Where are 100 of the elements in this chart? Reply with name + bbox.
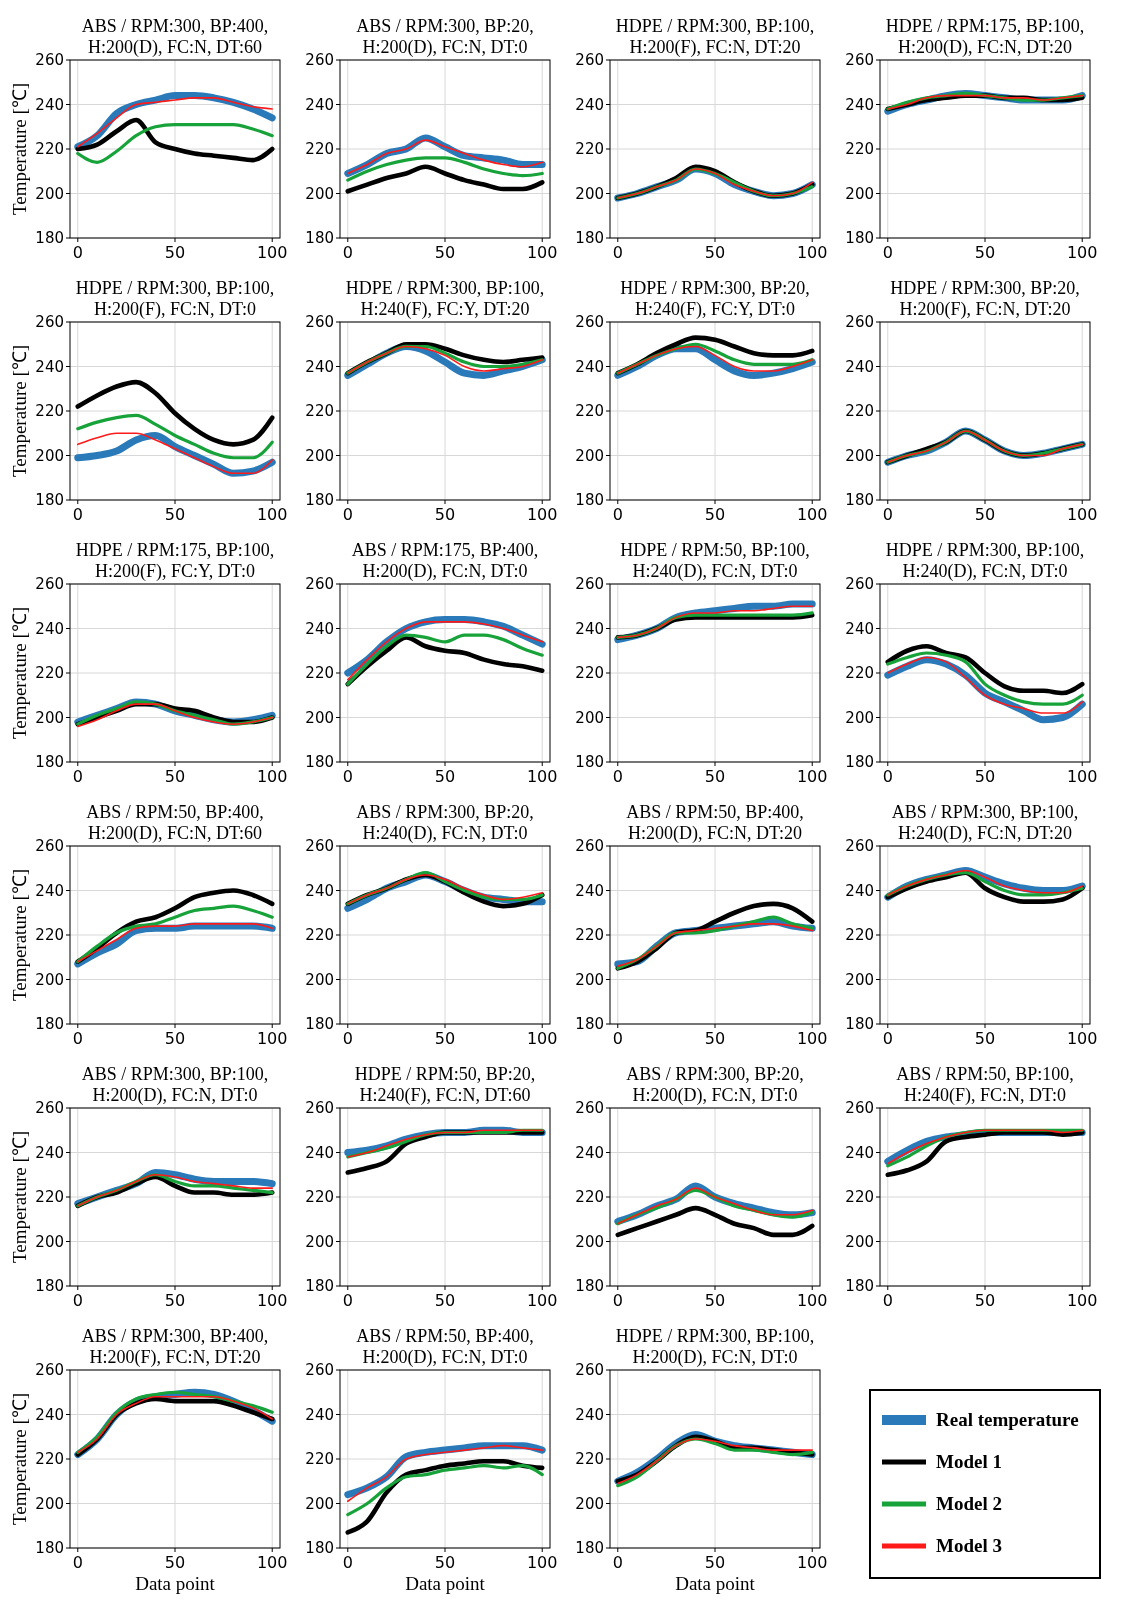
- x-tick-label: 0: [882, 767, 893, 786]
- y-axis-title: Temperature [℃]: [9, 82, 30, 216]
- x-tick-label: 0: [72, 1553, 83, 1572]
- y-tick-label: 260: [575, 313, 604, 331]
- y-tick-label: 260: [35, 575, 64, 593]
- y-tick-label: 220: [575, 926, 604, 944]
- chart-title: ABS / RPM:300, BP:20, H:200(D), FC:N, DT:0: [626, 1064, 804, 1106]
- y-axis-title: Temperature [℃]: [9, 1130, 30, 1264]
- chart-title: HDPE / RPM:175, BP:100, H:200(F), FC:Y, DT:0: [75, 540, 275, 582]
- y-tick-label: 180: [575, 229, 604, 247]
- y-tick-label: 240: [305, 1143, 334, 1162]
- y-tick-label: 240: [575, 619, 604, 638]
- y-tick-label: 220: [305, 664, 334, 682]
- y-tick-label: 220: [845, 664, 874, 682]
- chart-title: HDPE / RPM:50, BP:100, H:240(D), FC:N, DT:0: [620, 540, 810, 582]
- x-tick-label: 0: [342, 767, 353, 786]
- x-tick-label: 0: [342, 1291, 353, 1310]
- x-tick-label: 0: [612, 1291, 623, 1310]
- legend-label: Model 1: [936, 1451, 1002, 1472]
- y-tick-label: 180: [35, 1539, 64, 1557]
- y-tick-label: 220: [305, 1450, 334, 1468]
- y-tick-label: 220: [35, 926, 64, 944]
- x-tick-label: 0: [612, 243, 623, 262]
- y-tick-label: 240: [305, 619, 334, 638]
- x-tick-label: 50: [164, 1553, 186, 1572]
- y-tick-label: 240: [35, 357, 64, 376]
- x-tick-label: 100: [796, 1553, 828, 1572]
- y-tick-label: 260: [575, 575, 604, 593]
- y-tick-label: 200: [575, 184, 604, 203]
- chart-title: HDPE / RPM:300, BP:100, H:200(D), FC:N, DT:0: [615, 1326, 815, 1368]
- y-tick-label: 240: [845, 1143, 874, 1162]
- y-tick-label: 180: [305, 1277, 334, 1295]
- x-tick-label: 0: [72, 243, 83, 262]
- y-tick-label: 240: [305, 95, 334, 114]
- y-tick-label: 220: [305, 1188, 334, 1206]
- y-tick-label: 260: [575, 1099, 604, 1117]
- y-tick-label: 240: [305, 1405, 334, 1424]
- y-tick-label: 180: [305, 1015, 334, 1033]
- x-tick-label: 50: [704, 1553, 726, 1572]
- y-tick-label: 200: [845, 708, 874, 727]
- y-tick-label: 260: [305, 837, 334, 855]
- x-tick-label: 100: [796, 1029, 828, 1048]
- chart-title: ABS / RPM:300, BP:20, H:240(D), FC:N, DT:0: [356, 802, 534, 844]
- x-tick-label: 100: [256, 767, 288, 786]
- x-tick-label: 50: [164, 505, 186, 524]
- x-tick-label: 50: [704, 243, 726, 262]
- y-tick-label: 220: [305, 140, 334, 158]
- y-tick-label: 200: [35, 1494, 64, 1513]
- y-tick-label: 200: [575, 708, 604, 727]
- x-tick-label: 50: [164, 1291, 186, 1310]
- x-tick-label: 100: [1066, 243, 1098, 262]
- y-tick-label: 240: [35, 95, 64, 114]
- y-tick-label: 260: [575, 51, 604, 69]
- x-tick-label: 100: [256, 1553, 288, 1572]
- y-tick-label: 180: [35, 1277, 64, 1295]
- y-tick-label: 200: [575, 1494, 604, 1513]
- y-tick-label: 180: [305, 229, 334, 247]
- chart-title: ABS / RPM:50, BP:100, H:240(F), FC:N, DT:0: [896, 1064, 1074, 1106]
- legend-label: Real temperature: [936, 1409, 1079, 1430]
- y-tick-label: 260: [35, 1099, 64, 1117]
- y-tick-label: 260: [305, 1361, 334, 1379]
- y-tick-label: 240: [305, 357, 334, 376]
- y-tick-label: 180: [575, 1015, 604, 1033]
- y-tick-label: 200: [35, 1232, 64, 1251]
- legend-label: Model 3: [936, 1535, 1002, 1556]
- y-tick-label: 180: [35, 229, 64, 247]
- y-tick-label: 220: [575, 402, 604, 420]
- x-tick-label: 50: [434, 1291, 456, 1310]
- y-tick-label: 180: [575, 1277, 604, 1295]
- x-tick-label: 50: [974, 1029, 996, 1048]
- y-tick-label: 180: [575, 1539, 604, 1557]
- y-tick-label: 240: [845, 95, 874, 114]
- x-tick-label: 50: [704, 1029, 726, 1048]
- y-tick-label: 260: [575, 837, 604, 855]
- y-axis-title: Temperature [℃]: [9, 1392, 30, 1526]
- y-tick-label: 220: [845, 1188, 874, 1206]
- y-tick-label: 240: [575, 1405, 604, 1424]
- y-tick-label: 240: [845, 881, 874, 900]
- x-tick-label: 100: [796, 767, 828, 786]
- x-tick-label: 0: [72, 505, 83, 524]
- y-tick-label: 260: [305, 51, 334, 69]
- y-tick-label: 200: [35, 708, 64, 727]
- x-axis-title: Data point: [675, 1573, 756, 1594]
- y-tick-label: 200: [575, 970, 604, 989]
- y-tick-label: 200: [575, 1232, 604, 1251]
- y-tick-label: 220: [35, 1450, 64, 1468]
- chart-title: ABS / RPM:50, BP:400, H:200(D), FC:N, DT:0: [356, 1326, 534, 1368]
- y-tick-label: 220: [575, 140, 604, 158]
- x-tick-label: 0: [612, 1553, 623, 1572]
- x-tick-label: 0: [882, 1291, 893, 1310]
- y-tick-label: 180: [35, 1015, 64, 1033]
- x-tick-label: 50: [974, 505, 996, 524]
- y-tick-label: 260: [845, 51, 874, 69]
- y-tick-label: 180: [305, 491, 334, 509]
- chart-title: ABS / RPM:50, BP:400, H:200(D), FC:N, DT:60: [86, 802, 264, 844]
- x-tick-label: 100: [1066, 767, 1098, 786]
- y-tick-label: 240: [575, 1143, 604, 1162]
- y-tick-label: 260: [305, 313, 334, 331]
- y-tick-label: 240: [575, 881, 604, 900]
- x-tick-label: 100: [796, 1291, 828, 1310]
